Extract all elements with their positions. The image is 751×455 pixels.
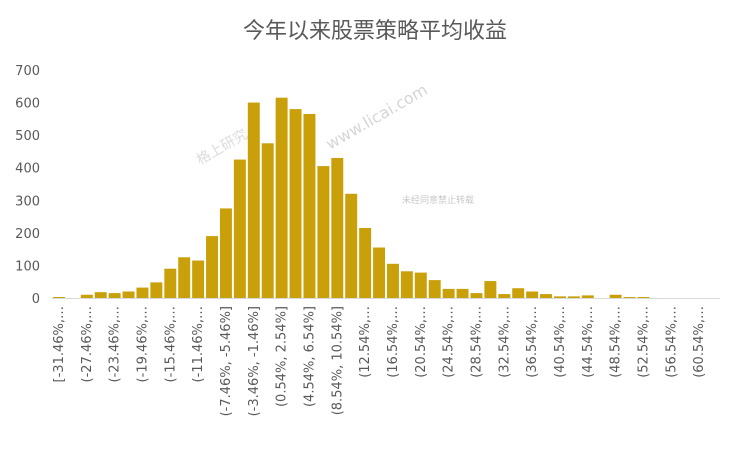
bar: [289, 109, 302, 298]
bar: [498, 294, 511, 298]
bar: [80, 294, 93, 298]
watermark-notice: 未经同意禁止转载: [402, 194, 474, 206]
x-tick-label: (28.54%,…: [469, 306, 484, 378]
y-axis: 0 100 200 300 400 500 600 700: [15, 64, 40, 307]
bar: [303, 113, 316, 298]
x-tick-label: (-19.46%,…: [135, 306, 150, 382]
bar: [484, 281, 497, 298]
bar: [122, 291, 135, 298]
bar: [359, 227, 372, 298]
x-tick-label: (12.54%,…: [358, 306, 373, 378]
bar: [400, 271, 413, 298]
bar: [192, 260, 205, 298]
bar: [414, 272, 427, 298]
bar: [581, 295, 594, 298]
bar: [219, 208, 232, 298]
bar: [331, 157, 344, 298]
x-tick-label: (44.54%,…: [581, 306, 596, 378]
x-tick-label: (8.54%, 10.54%]: [330, 306, 345, 415]
bar: [526, 291, 539, 298]
bar: [108, 293, 121, 298]
y-tick-label: 200: [15, 227, 40, 242]
bar: [52, 297, 65, 298]
bar: [275, 97, 288, 298]
x-tick-label: (4.54%, 6.54%]: [302, 306, 317, 407]
bar: [470, 293, 483, 298]
chart-title: 今年以来股票策略平均收益: [243, 19, 507, 44]
y-tick-label: 600: [15, 97, 40, 112]
bar: [233, 159, 246, 298]
bar: [178, 257, 191, 298]
bar: [247, 102, 260, 298]
x-tick-label: (0.54%, 2.54%]: [275, 306, 290, 407]
bar: [567, 296, 580, 298]
bar: [609, 294, 622, 298]
x-tick-label: (24.54%,…: [442, 306, 457, 378]
bar: [442, 288, 455, 298]
y-tick-label: 0: [32, 292, 40, 307]
x-tick-label: [-31.46%,…: [52, 306, 67, 382]
bar: [373, 247, 386, 298]
bar: [150, 282, 163, 298]
x-tick-label: (-7.46%, -5.46%]: [219, 306, 234, 416]
x-tick-label: (20.54%,…: [414, 306, 429, 378]
x-tick-label: (52.54%,…: [636, 306, 651, 378]
bars: [52, 97, 650, 298]
watermark-site: www.licai.com: [323, 80, 431, 153]
bar: [345, 193, 358, 298]
y-tick-label: 500: [15, 129, 40, 144]
x-tick-label: (-27.46%,…: [80, 306, 95, 382]
bar: [261, 143, 274, 298]
x-tick-label: (56.54%,…: [664, 306, 679, 378]
bar: [386, 263, 399, 298]
y-tick-label: 400: [15, 162, 40, 177]
bar: [553, 296, 566, 298]
x-tick-label: (-15.46%,…: [163, 306, 178, 382]
y-tick-label: 700: [15, 64, 40, 79]
x-tick-label: (-3.46%, -1.46%]: [247, 306, 262, 416]
x-axis-labels: [-31.46%,… (-27.46%,… (-23.46%,… (-19.46%,……: [52, 306, 707, 416]
x-tick-label: (-23.46%,…: [108, 306, 123, 382]
bar: [206, 236, 219, 298]
bar: [428, 280, 441, 298]
bar: [94, 292, 107, 298]
x-tick-label: (-11.46%,…: [191, 306, 206, 382]
x-tick-label: (60.54%,…: [692, 306, 707, 378]
bar: [456, 288, 469, 298]
bar: [637, 297, 650, 298]
x-tick-label: (32.54%,…: [497, 306, 512, 378]
x-tick-label: (36.54%,…: [525, 306, 540, 378]
bar: [164, 268, 177, 298]
y-tick-label: 300: [15, 194, 40, 209]
x-tick-label: (40.54%,…: [553, 306, 568, 378]
x-tick-label: (48.54%,…: [609, 306, 624, 378]
y-tick-label: 100: [15, 259, 40, 274]
x-tick-label: (16.54%,…: [386, 306, 401, 378]
bar: [623, 297, 636, 298]
bar: [317, 166, 330, 298]
bar: [540, 294, 553, 298]
bar: [512, 288, 525, 298]
bar: [136, 287, 149, 298]
